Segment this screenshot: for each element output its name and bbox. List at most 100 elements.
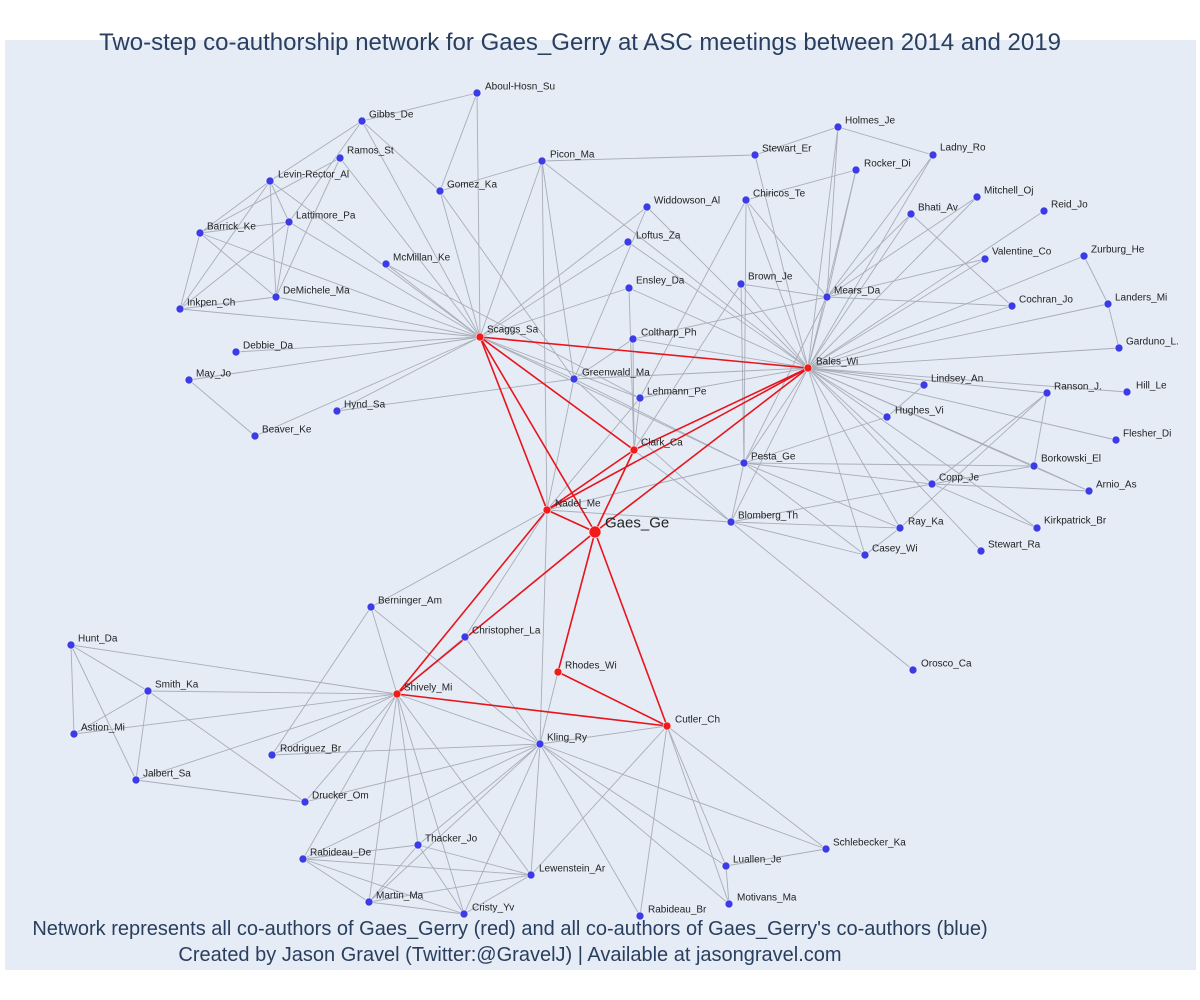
node-hughes-vi[interactable] <box>882 412 892 422</box>
node-cochran-jo[interactable] <box>1007 301 1017 311</box>
indirect-edge-kling-ry-rodriguez-br <box>271 743 541 756</box>
node-stewart-er[interactable] <box>750 150 760 160</box>
node-chiricos-te[interactable] <box>741 195 751 205</box>
node-drucker-om[interactable] <box>300 797 310 807</box>
node-widdowson-al[interactable] <box>642 202 652 212</box>
node-lehmann-pe[interactable] <box>635 393 645 403</box>
node-ladny-ro[interactable] <box>928 150 938 160</box>
node-gaes-ge[interactable] <box>588 525 602 539</box>
node-mears-da[interactable] <box>822 292 832 302</box>
node-cutler-ch[interactable] <box>662 721 672 731</box>
node-stewart-ra[interactable] <box>976 546 986 556</box>
node-landers-mi[interactable] <box>1103 299 1113 309</box>
node-aboul-hosn-su[interactable] <box>472 88 482 98</box>
node-label-mears-da: Mears_Da <box>834 285 881 296</box>
node-kirkpatrick-br[interactable] <box>1032 523 1042 533</box>
node-schlebecker-ka[interactable] <box>821 844 831 854</box>
node-coltharp-ph[interactable] <box>628 334 638 344</box>
node-cristy-yv[interactable] <box>459 909 469 919</box>
node-bales-wi[interactable] <box>803 363 813 373</box>
node-label-landers-mi: Landers_Mi <box>1115 292 1167 303</box>
node-holmes-je[interactable] <box>833 122 843 132</box>
node-lewenstein-ar[interactable] <box>526 870 536 880</box>
indirect-edge-luallen-je-schlebecker-ka <box>725 848 827 867</box>
node-valentine-co[interactable] <box>980 254 990 264</box>
node-label-stewart-er: Stewart_Er <box>762 143 812 154</box>
node-garduno-l[interactable] <box>1114 343 1124 353</box>
node-brown-je[interactable] <box>736 279 746 289</box>
node-berninger-am[interactable] <box>366 602 376 612</box>
node-ray-ka[interactable] <box>895 523 905 533</box>
node-inkpen-ch[interactable] <box>175 304 185 314</box>
node-jalbert-sa[interactable] <box>131 775 141 785</box>
node-scaggs-sa[interactable] <box>475 332 485 342</box>
node-luallen-je[interactable] <box>721 861 731 871</box>
node-nadel-me[interactable] <box>542 505 552 515</box>
node-borkowski-el[interactable] <box>1029 461 1039 471</box>
node-mitchell-oj[interactable] <box>972 192 982 202</box>
node-levin-rector-al[interactable] <box>265 176 275 186</box>
indirect-edge-cutler-ch-rabideau-br <box>639 725 668 917</box>
indirect-edge-greenwald-ma-nadel-me <box>546 378 575 511</box>
node-demichele-ma[interactable] <box>271 292 281 302</box>
indirect-edge-scaggs-sa-gibbs-de <box>361 120 481 338</box>
node-blomberg-th[interactable] <box>726 517 736 527</box>
node-rabideau-de[interactable] <box>298 854 308 864</box>
indirect-edge-brown-je-mears-da <box>740 283 828 298</box>
node-hill-le[interactable] <box>1122 387 1132 397</box>
node-orosco-ca[interactable] <box>908 665 918 675</box>
node-christopher-la[interactable] <box>460 632 470 642</box>
indirect-edge-kling-ry-lewenstein-ar <box>530 743 541 876</box>
indirect-edge-cutler-ch-schlebecker-ka <box>666 725 827 850</box>
node-arnio-as[interactable] <box>1084 486 1094 496</box>
node-motivans-ma[interactable] <box>724 899 734 909</box>
node-picon-ma[interactable] <box>537 156 547 166</box>
indirect-edge-rabideau-de-martin-ma <box>302 858 370 903</box>
node-ensley-da[interactable] <box>624 283 634 293</box>
indirect-edge-scaggs-sa-gomez-ka <box>439 190 481 338</box>
node-rabideau-br[interactable] <box>635 911 645 921</box>
node-rodriguez-br[interactable] <box>267 750 277 760</box>
indirect-edge-chiricos-te-lehmann-pe <box>639 199 747 399</box>
node-clark-ca[interactable] <box>629 445 639 455</box>
node-bhati-av[interactable] <box>906 209 916 219</box>
node-astion-mi[interactable] <box>69 729 79 739</box>
node-casey-wi[interactable] <box>860 550 870 560</box>
node-kling-ry[interactable] <box>535 739 545 749</box>
node-greenwald-ma[interactable] <box>569 374 579 384</box>
node-ramos-st[interactable] <box>335 153 345 163</box>
direct-edge-scaggs-sa-nadel-me <box>479 336 548 511</box>
node-mcmillan-ke[interactable] <box>381 259 391 269</box>
node-may-jo[interactable] <box>184 375 194 385</box>
node-ranson-j[interactable] <box>1042 388 1052 398</box>
node-pesta-ge[interactable] <box>739 458 749 468</box>
node-label-ray-ka: Ray_Ka <box>908 516 944 527</box>
indirect-edge-scaggs-sa-aboul-hosn-su <box>476 92 481 338</box>
node-reid-jo[interactable] <box>1039 206 1049 216</box>
node-hunt-da[interactable] <box>66 640 76 650</box>
indirect-edge-lehmann-pe-nadel-me <box>546 397 641 511</box>
node-martin-ma[interactable] <box>364 897 374 907</box>
node-shively-mi[interactable] <box>392 689 402 699</box>
node-label-mitchell-oj: Mitchell_Oj <box>984 185 1033 196</box>
node-rocker-di[interactable] <box>851 165 861 175</box>
node-flesher-di[interactable] <box>1111 435 1121 445</box>
node-barrick-ke[interactable] <box>195 228 205 238</box>
node-beaver-ke[interactable] <box>250 431 260 441</box>
node-zurburg-he[interactable] <box>1079 251 1089 261</box>
node-smith-ka[interactable] <box>143 686 153 696</box>
indirect-edge-kling-ry-rabideau-de <box>302 743 541 860</box>
node-label-ramos-st: Ramos_St <box>347 145 394 156</box>
node-label-cutler-ch: Cutler_Ch <box>675 714 720 725</box>
node-rhodes-wi[interactable] <box>553 667 563 677</box>
node-hynd-sa[interactable] <box>332 406 342 416</box>
indirect-edge-lattimore-pa-inkpen-ch <box>179 221 290 310</box>
node-debbie-da[interactable] <box>231 347 241 357</box>
node-copp-je[interactable] <box>927 479 937 489</box>
node-lindsey-an[interactable] <box>919 380 929 390</box>
node-gomez-ka[interactable] <box>435 186 445 196</box>
node-lattimore-pa[interactable] <box>284 217 294 227</box>
node-thacker-jo[interactable] <box>413 840 423 850</box>
node-loftus-za[interactable] <box>623 237 633 247</box>
node-gibbs-de[interactable] <box>357 116 367 126</box>
